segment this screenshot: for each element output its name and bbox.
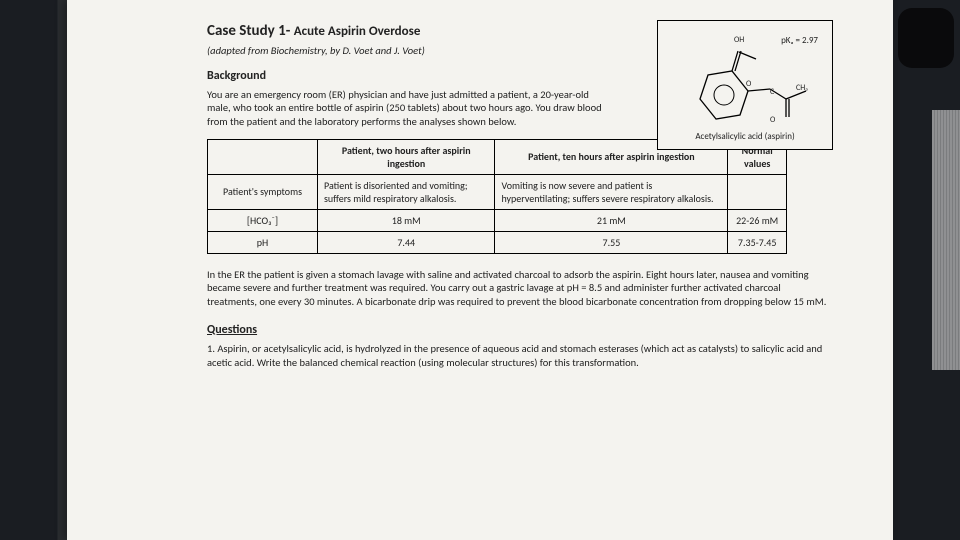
row-label: pH [208, 231, 318, 253]
oh-label: OH [734, 35, 744, 45]
cell: 7.35-7.45 [728, 231, 787, 253]
ch3-label: CH₃ [796, 83, 808, 93]
o-label-2: O [770, 115, 775, 125]
background-text: You are an emergency room (ER) physician… [207, 88, 602, 129]
questions-heading: Questions [207, 323, 833, 339]
th-2h: Patient, two hours after aspirin ingesti… [318, 139, 495, 174]
cell: 7.44 [318, 231, 495, 253]
row-label: Patient's symptoms [208, 174, 318, 209]
c-label: C [770, 87, 774, 97]
background-object [898, 8, 954, 68]
table-row: pH 7.44 7.55 7.35-7.45 [208, 231, 787, 253]
title-main: Case Study 1- [207, 22, 294, 40]
cell: 7.55 [495, 231, 728, 253]
lab-results-table: Patient, two hours after aspirin ingesti… [207, 139, 787, 254]
molecule-diagram: pKₐ = 2.97 OH O O CH₃ C Acetylsalicylic … [657, 20, 833, 150]
cell: Patient is disoriented and vomiting; suf… [318, 174, 495, 209]
cell: 21 mM [495, 209, 728, 231]
cell: 22-26 mM [728, 209, 787, 231]
question-1: 1. Aspirin, or acetylsalicylic acid, is … [207, 342, 832, 369]
table-row: [HCO₃⁻] 18 mM 21 mM 22-26 mM [208, 209, 787, 231]
cell: Vomiting is now severe and patient is hy… [495, 174, 728, 209]
title-subtitle: Acute Aspirin Overdose [294, 24, 421, 39]
cell: 18 mM [318, 209, 495, 231]
molecule-caption: Acetylsalicylic acid (aspirin) [658, 131, 832, 143]
th-blank [208, 139, 318, 174]
table-row: Patient's symptoms Patient is disoriente… [208, 174, 787, 209]
cell [728, 174, 787, 209]
o-label-1: O [746, 79, 751, 89]
paper-stack-edge [932, 110, 960, 370]
treatment-paragraph: In the ER the patient is given a stomach… [207, 268, 827, 309]
document-page: Case Study 1- Acute Aspirin Overdose (ad… [67, 0, 893, 540]
row-label: [HCO₃⁻] [208, 209, 318, 231]
